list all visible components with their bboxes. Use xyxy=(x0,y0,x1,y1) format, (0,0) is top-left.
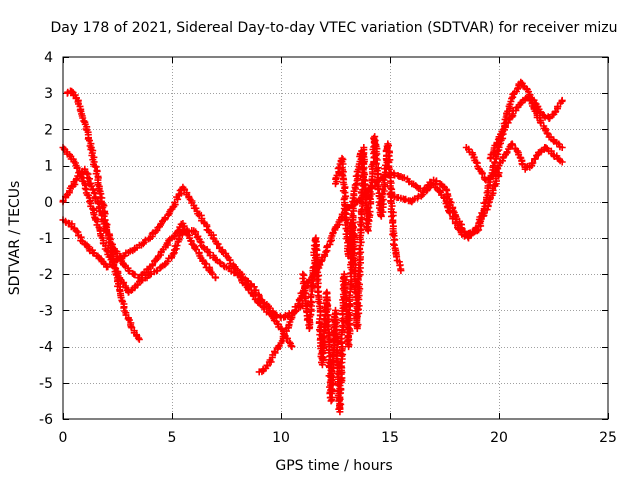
data-point xyxy=(191,244,199,252)
data-point xyxy=(204,247,212,255)
data-point xyxy=(493,147,501,155)
series-track-d xyxy=(59,165,220,282)
y-tick-label: 0 xyxy=(44,195,53,211)
data-point xyxy=(509,141,516,149)
data-point xyxy=(73,164,81,172)
data-point xyxy=(531,155,539,163)
series-track-g xyxy=(332,133,405,275)
y-tick-label: 2 xyxy=(44,122,53,138)
x-tick-label: 0 xyxy=(59,430,68,446)
data-point xyxy=(273,311,281,319)
data-point xyxy=(318,348,326,356)
y-tick-label: -5 xyxy=(39,376,53,392)
y-tick-label: 3 xyxy=(44,86,53,102)
data-point xyxy=(340,205,348,212)
data-point xyxy=(134,334,142,342)
y-tick-label: -1 xyxy=(39,231,53,247)
y-tick-label: -2 xyxy=(39,267,53,283)
data-point xyxy=(120,261,128,269)
data-point xyxy=(80,117,88,125)
data-point xyxy=(417,192,425,200)
y-tick-label: -4 xyxy=(39,340,53,356)
data-point xyxy=(103,247,111,255)
data-point xyxy=(68,87,76,95)
data-point xyxy=(322,248,330,256)
data-point xyxy=(388,213,395,220)
data-point xyxy=(365,204,373,211)
y-axis-label: SDTVAR / TECUs xyxy=(7,181,23,296)
data-point xyxy=(95,186,103,194)
plot-frame xyxy=(62,56,609,420)
data-point xyxy=(151,228,159,236)
data-point xyxy=(92,163,100,171)
data-point xyxy=(524,94,532,102)
series-track-j xyxy=(486,93,566,162)
x-axis-label: GPS time / hours xyxy=(275,458,392,474)
data-point xyxy=(397,267,405,275)
data-point xyxy=(396,262,404,269)
data-points xyxy=(59,78,566,416)
data-point xyxy=(326,237,334,245)
y-tick-label: 1 xyxy=(44,159,53,175)
data-point xyxy=(328,385,336,393)
data-point xyxy=(529,159,537,167)
data-point xyxy=(124,315,132,323)
data-point xyxy=(390,240,397,248)
data-point xyxy=(135,335,143,343)
data-point xyxy=(536,148,544,156)
data-point xyxy=(558,144,566,151)
data-point xyxy=(214,240,222,248)
axis-ticks: 0 5 10 15 20 25 -6 -5 -4 -3 -2 -1 0 1 2 3 4 xyxy=(39,50,617,446)
chart-title: Day 178 of 2021, Sidereal Day-to-day VTE… xyxy=(51,20,618,36)
data-point xyxy=(446,209,454,217)
data-point xyxy=(373,156,381,164)
data-point xyxy=(212,274,220,282)
data-point xyxy=(340,285,348,293)
x-tick-label: 20 xyxy=(490,430,508,446)
data-point xyxy=(345,306,353,314)
data-point xyxy=(351,181,359,189)
data-point xyxy=(544,130,552,138)
data-point xyxy=(287,342,295,350)
data-point xyxy=(109,257,117,265)
data-point xyxy=(173,242,181,249)
data-point xyxy=(164,258,172,265)
data-point xyxy=(81,184,89,192)
data-point xyxy=(478,170,486,178)
data-point xyxy=(366,208,374,216)
data-point xyxy=(295,296,303,304)
x-tick-label: 15 xyxy=(381,430,399,446)
data-point xyxy=(508,95,516,103)
data-point xyxy=(558,158,566,166)
x-tick-label: 5 xyxy=(168,430,177,446)
y-tick-label: -6 xyxy=(39,412,53,428)
data-point xyxy=(517,78,525,86)
data-point xyxy=(317,257,325,265)
data-point xyxy=(238,270,246,278)
data-point xyxy=(413,183,421,191)
data-point xyxy=(348,228,356,236)
data-point xyxy=(169,250,177,258)
data-point xyxy=(436,187,444,195)
data-point xyxy=(389,230,397,238)
y-tick-label: -3 xyxy=(39,303,53,319)
data-point xyxy=(509,90,517,98)
x-tick-label: 10 xyxy=(272,430,290,446)
data-point xyxy=(259,298,267,306)
data-point xyxy=(218,248,226,255)
data-point xyxy=(360,144,368,151)
y-tick-label: 4 xyxy=(44,50,53,66)
data-point xyxy=(307,291,315,299)
series-track-i xyxy=(462,140,566,184)
data-point xyxy=(327,393,335,401)
data-point xyxy=(558,96,566,104)
data-point xyxy=(288,343,296,351)
x-tick-label: 25 xyxy=(599,430,617,446)
data-point xyxy=(321,337,329,345)
